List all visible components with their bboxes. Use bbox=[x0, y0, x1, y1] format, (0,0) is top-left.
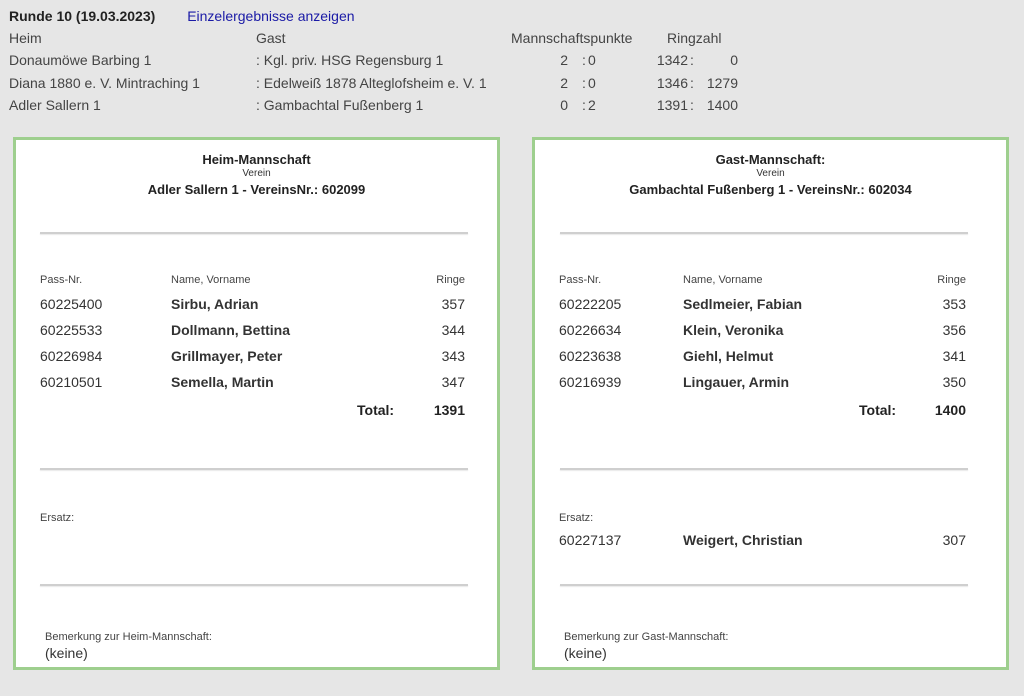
player-pass: 60225533 bbox=[40, 322, 103, 338]
col-header-home: Heim bbox=[9, 30, 42, 46]
player-name: Dollmann, Bettina bbox=[171, 322, 291, 338]
player-pass: 60216939 bbox=[559, 374, 622, 390]
player-rings: 341 bbox=[942, 348, 966, 364]
remark-label: Bemerkung zur Heim-Mannschaft: bbox=[45, 631, 212, 643]
team-points-sep: : bbox=[582, 52, 586, 68]
player-name: Sedlmeier, Fabian bbox=[683, 296, 803, 312]
player-name: Sirbu, Adrian bbox=[171, 296, 259, 312]
remark-value: (keine) bbox=[45, 645, 88, 661]
guest-team-panel: Gast-Mannschaft: Verein Gambachtal Fußen… bbox=[532, 137, 1009, 670]
rings-home: 1346 bbox=[656, 75, 688, 91]
result-home: Adler Sallern 1 bbox=[9, 97, 101, 113]
total-label: Total: bbox=[859, 402, 897, 418]
col-header-rings: Ringzahl bbox=[667, 30, 722, 46]
remark-label: Bemerkung zur Gast-Mannschaft: bbox=[564, 631, 729, 643]
player-pass: 60222205 bbox=[559, 296, 622, 312]
substitute-name: Weigert, Christian bbox=[683, 532, 803, 548]
home-team-title: Heim-Mannschaft bbox=[202, 152, 311, 167]
rings-guest: 1400 bbox=[706, 97, 738, 113]
result-home: Diana 1880 e. V. Mintraching 1 bbox=[9, 75, 200, 91]
col-header-pass: Pass-Nr. bbox=[40, 274, 83, 286]
player-pass: 60223638 bbox=[559, 348, 622, 364]
rings-sep: : bbox=[690, 97, 694, 113]
player-name: Semella, Martin bbox=[171, 374, 274, 390]
result-guest: : Gambachtal Fußenberg 1 bbox=[256, 97, 424, 113]
col-header-rings: Ringe bbox=[436, 274, 465, 286]
player-name: Lingauer, Armin bbox=[683, 374, 790, 390]
col-header-guest: Gast bbox=[256, 30, 286, 46]
player-pass: 60225400 bbox=[40, 296, 103, 312]
result-home: Donaumöwe Barbing 1 bbox=[9, 52, 152, 68]
player-name: Grillmayer, Peter bbox=[171, 348, 283, 364]
divider bbox=[560, 232, 968, 234]
substitutes-label: Ersatz: bbox=[40, 512, 75, 524]
player-rings: 347 bbox=[441, 374, 465, 390]
remark-value: (keine) bbox=[564, 645, 607, 661]
divider bbox=[40, 232, 468, 234]
player-rings: 344 bbox=[441, 322, 465, 338]
rings-sep: : bbox=[690, 75, 694, 91]
substitutes-label: Ersatz: bbox=[559, 512, 594, 524]
col-header-name: Name, Vorname bbox=[683, 274, 763, 286]
col-header-rings: Ringe bbox=[937, 274, 966, 286]
divider bbox=[560, 468, 968, 470]
divider bbox=[40, 584, 468, 586]
player-pass: 60226634 bbox=[559, 322, 622, 338]
team-points-sep: : bbox=[582, 75, 586, 91]
player-pass: 60226984 bbox=[40, 348, 103, 364]
player-rings: 350 bbox=[942, 374, 966, 390]
guest-club-name: Gambachtal Fußenberg 1 - VereinsNr.: 602… bbox=[629, 182, 912, 197]
home-team-panel: Heim-Mannschaft Verein Adler Sallern 1 -… bbox=[13, 137, 500, 670]
substitute-pass: 60227137 bbox=[559, 532, 622, 548]
substitute-rings: 307 bbox=[942, 532, 966, 548]
round-title: Runde 10 (19.03.2023) bbox=[9, 8, 156, 24]
rings-sep: : bbox=[690, 52, 694, 68]
team-points-guest: 0 bbox=[588, 75, 596, 91]
player-name: Klein, Veronika bbox=[683, 322, 784, 338]
verein-label: Verein bbox=[756, 168, 785, 179]
rings-home: 1342 bbox=[656, 52, 688, 68]
col-header-pass: Pass-Nr. bbox=[559, 274, 602, 286]
col-header-team-points: Mannschaftspunkte bbox=[511, 30, 633, 46]
player-pass: 60210501 bbox=[40, 374, 103, 390]
total-value: 1400 bbox=[934, 402, 966, 418]
rings-guest: 0 bbox=[730, 52, 738, 68]
divider bbox=[40, 468, 468, 470]
team-points-guest: 0 bbox=[588, 52, 596, 68]
rings-guest: 1279 bbox=[706, 75, 738, 91]
result-guest: : Kgl. priv. HSG Regensburg 1 bbox=[256, 52, 444, 68]
result-guest: : Edelweiß 1878 Alteglofsheim e. V. 1 bbox=[256, 75, 487, 91]
show-individual-results-link[interactable]: Einzelergebnisse anzeigen bbox=[187, 8, 355, 24]
rings-home: 1391 bbox=[656, 97, 688, 113]
player-rings: 357 bbox=[441, 296, 465, 312]
player-name: Giehl, Helmut bbox=[683, 348, 774, 364]
team-points-home: 2 bbox=[560, 52, 568, 68]
team-points-sep: : bbox=[582, 97, 586, 113]
team-points-home: 0 bbox=[560, 97, 568, 113]
round-header: Runde 10 (19.03.2023) Einzelergebnisse a… bbox=[9, 8, 355, 24]
player-rings: 356 bbox=[942, 322, 966, 338]
team-points-guest: 2 bbox=[588, 97, 596, 113]
total-value: 1391 bbox=[433, 402, 465, 418]
guest-team-title: Gast-Mannschaft: bbox=[715, 152, 826, 167]
divider bbox=[560, 584, 968, 586]
player-rings: 353 bbox=[942, 296, 966, 312]
verein-label: Verein bbox=[242, 168, 271, 179]
total-label: Total: bbox=[357, 402, 395, 418]
home-club-name: Adler Sallern 1 - VereinsNr.: 602099 bbox=[147, 182, 366, 197]
team-points-home: 2 bbox=[560, 75, 568, 91]
col-header-name: Name, Vorname bbox=[171, 274, 251, 286]
player-rings: 343 bbox=[441, 348, 465, 364]
